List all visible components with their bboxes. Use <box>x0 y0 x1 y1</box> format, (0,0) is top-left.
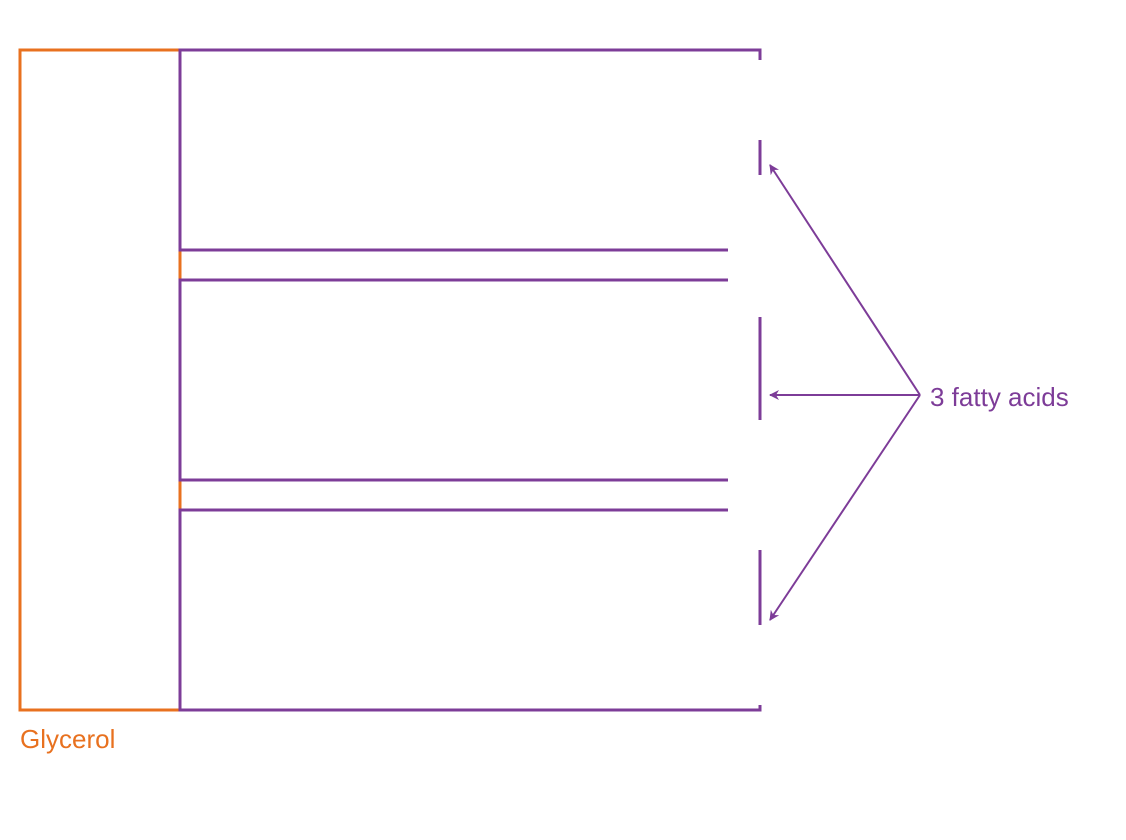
glycerol-box <box>20 50 180 710</box>
fatty-acid-box-2 <box>180 280 760 480</box>
triglyceride-diagram <box>0 0 1126 840</box>
mask-strip-3 <box>728 420 782 550</box>
glycerol-label: Glycerol <box>20 724 115 755</box>
fatty-acid-arrow-1 <box>770 165 920 395</box>
mask-strip-1 <box>728 60 782 140</box>
mask-strip-2 <box>728 175 782 317</box>
fatty-acids-label: 3 fatty acids <box>930 382 1069 413</box>
fatty-acid-arrow-3 <box>770 395 920 620</box>
mask-strip-4 <box>728 625 782 705</box>
fatty-acid-box-1 <box>180 50 760 250</box>
fatty-acid-box-3 <box>180 510 760 710</box>
